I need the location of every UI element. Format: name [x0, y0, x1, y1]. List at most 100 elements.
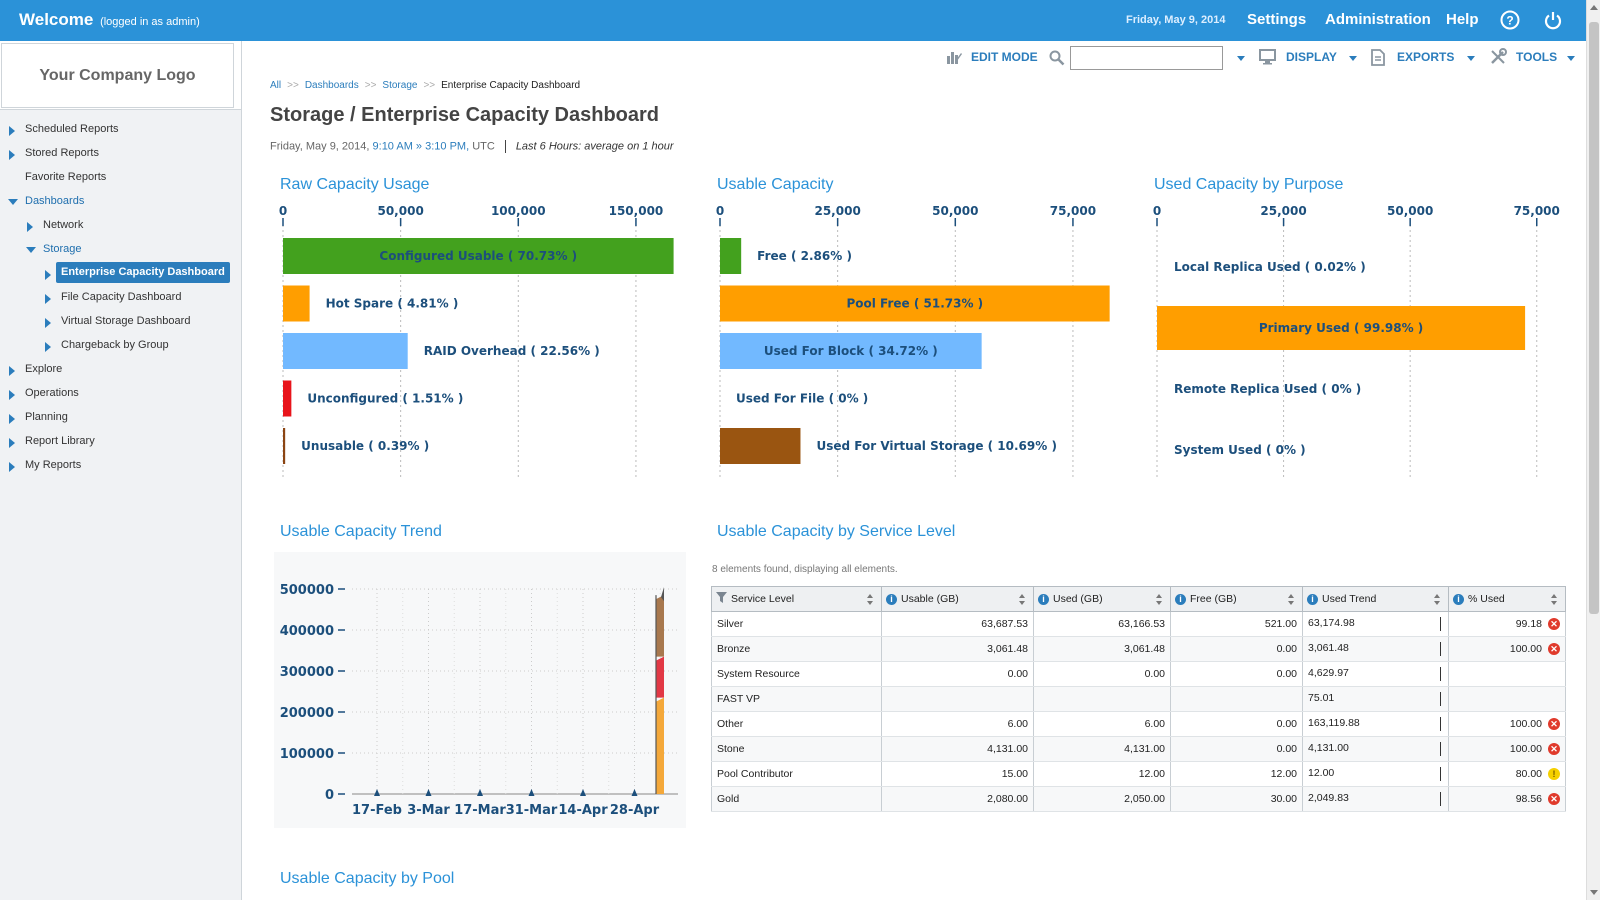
- col-used[interactable]: i Used (GB): [1033, 586, 1171, 612]
- sort-icon[interactable]: [1551, 594, 1557, 606]
- sort-icon[interactable]: [1019, 594, 1025, 606]
- tools-icon[interactable]: [1489, 48, 1507, 66]
- search-input[interactable]: [1070, 46, 1223, 70]
- display-icon[interactable]: [1259, 49, 1276, 65]
- sort-icon[interactable]: [867, 594, 873, 606]
- exports-icon[interactable]: [1370, 49, 1386, 66]
- col-usable[interactable]: i Usable (GB): [881, 586, 1034, 612]
- exports-menu[interactable]: EXPORTS: [1397, 50, 1455, 64]
- sidebar-item-favorite-reports[interactable]: Favorite Reports: [25, 171, 107, 183]
- trend-area-brown[interactable]: [656, 595, 664, 657]
- col-service-level[interactable]: Service Level: [711, 586, 882, 612]
- bar-label: Used For Block ( 34.72% ): [764, 344, 938, 358]
- tools-menu[interactable]: TOOLS: [1516, 50, 1558, 64]
- bar-label: System Used ( 0% ): [1174, 443, 1306, 457]
- edit-mode-icon[interactable]: [945, 48, 963, 66]
- tools-dropdown-caret-icon[interactable]: [1567, 56, 1575, 61]
- display-dropdown-caret-icon[interactable]: [1349, 56, 1357, 61]
- table-row[interactable]: Other 6.00 6.00 0.00 163,119.88 100.00 ✕: [711, 711, 1566, 737]
- sidebar-item-storage[interactable]: Storage: [26, 243, 82, 255]
- info-icon[interactable]: i: [1453, 593, 1464, 605]
- critical-status-icon[interactable]: ✕: [1548, 743, 1560, 756]
- search-icon[interactable]: [1049, 50, 1065, 66]
- bar[interactable]: [720, 238, 742, 274]
- y-tick-label: 300000: [280, 665, 334, 680]
- sidebar-item-report-library[interactable]: Report Library: [9, 435, 95, 448]
- bar[interactable]: [720, 285, 1110, 322]
- bar[interactable]: [720, 428, 801, 464]
- vertical-scrollbar[interactable]: [1586, 0, 1600, 900]
- bar[interactable]: [283, 285, 310, 322]
- help-link[interactable]: Help: [1446, 11, 1479, 28]
- exports-dropdown-caret-icon[interactable]: [1467, 56, 1475, 61]
- cell-free: 0.00: [1170, 736, 1303, 762]
- critical-status-icon[interactable]: ✕: [1548, 718, 1560, 731]
- help-icon[interactable]: ?: [1500, 10, 1520, 30]
- table-row[interactable]: Bronze 3,061.48 3,061.48 0.00 3,061.48 100.00…: [711, 636, 1566, 662]
- cell-usable: 15.00: [881, 761, 1034, 787]
- filter-icon[interactable]: [716, 592, 727, 606]
- trend-area-orange[interactable]: [656, 697, 664, 794]
- triangle-right-icon: [9, 150, 15, 160]
- critical-status-icon[interactable]: ✕: [1548, 618, 1560, 631]
- bar[interactable]: [1157, 306, 1526, 350]
- time-range-link[interactable]: 9:10 AM » 3:10 PM,: [372, 140, 470, 153]
- logged-in-text: (logged in as admin): [100, 16, 200, 28]
- bar[interactable]: [283, 238, 674, 274]
- sort-icon[interactable]: [1288, 594, 1294, 606]
- sort-icon[interactable]: [1434, 594, 1440, 606]
- range-description[interactable]: Last 6 Hours: average on 1 hour: [515, 140, 674, 153]
- sort-icon[interactable]: [1156, 594, 1162, 606]
- display-menu[interactable]: DISPLAY: [1286, 50, 1337, 64]
- search-dropdown-caret-icon[interactable]: [1237, 56, 1245, 61]
- edit-mode-button[interactable]: EDIT MODE: [971, 50, 1038, 64]
- table-row[interactable]: Gold 2,080.00 2,050.00 30.00 2,049.83 98.56 ✕: [711, 786, 1566, 812]
- bar[interactable]: [283, 333, 408, 369]
- table-row[interactable]: Silver 63,687.53 63,166.53 521.00 63,174.98 9…: [711, 611, 1566, 637]
- cell-used: 12.00: [1033, 761, 1171, 787]
- info-icon[interactable]: i: [1175, 593, 1186, 605]
- critical-status-icon[interactable]: ✕: [1548, 793, 1560, 806]
- sidebar-item-virtual-storage-dashboard[interactable]: Virtual Storage Dashboard: [45, 315, 190, 328]
- cell-used: 3,061.48: [1033, 636, 1171, 662]
- x-tick-marker: [477, 789, 483, 796]
- info-icon[interactable]: i: [1307, 593, 1318, 605]
- sidebar-item-dashboards[interactable]: Dashboards: [8, 195, 84, 207]
- sidebar-item-planning[interactable]: Planning: [9, 411, 68, 424]
- sidebar-item-explore[interactable]: Explore: [9, 363, 62, 376]
- administration-link[interactable]: Administration: [1325, 11, 1431, 28]
- col-free[interactable]: i Free (GB): [1170, 586, 1303, 612]
- bar[interactable]: [720, 333, 982, 369]
- sidebar-item-file-capacity-dashboard[interactable]: File Capacity Dashboard: [45, 291, 181, 304]
- sidebar-item-scheduled-reports[interactable]: Scheduled Reports: [9, 123, 119, 136]
- info-icon[interactable]: i: [886, 593, 897, 605]
- warning-status-icon[interactable]: !: [1548, 768, 1560, 781]
- settings-link[interactable]: Settings: [1247, 11, 1307, 28]
- col-used-trend[interactable]: i Used Trend: [1302, 586, 1449, 612]
- sidebar-item-stored-reports[interactable]: Stored Reports: [9, 147, 99, 160]
- sidebar-item-network[interactable]: Network: [27, 219, 83, 232]
- tick-label: 0: [716, 204, 724, 218]
- bar[interactable]: [283, 380, 292, 417]
- sidebar-item-chargeback-by-group[interactable]: Chargeback by Group: [45, 339, 169, 352]
- sidebar-item-my-reports[interactable]: My Reports: [9, 459, 81, 472]
- sparkline: [1440, 692, 1441, 706]
- scrollbar-thumb[interactable]: [1589, 22, 1599, 614]
- table-row[interactable]: FAST VP 75.01: [711, 686, 1566, 712]
- breadcrumb-all[interactable]: All: [270, 80, 282, 91]
- table-row[interactable]: Stone 4,131.00 4,131.00 0.00 4,131.00 100.00 ✕: [711, 736, 1566, 762]
- sidebar-item-operations[interactable]: Operations: [9, 387, 79, 400]
- power-icon[interactable]: [1543, 10, 1563, 30]
- col-pct-used[interactable]: i% Used: [1448, 586, 1566, 612]
- table-row[interactable]: Pool Contributor 15.00 12.00 12.00 12.00 80.0…: [711, 761, 1566, 787]
- info-icon[interactable]: i: [1038, 593, 1049, 605]
- cell-usable: 0.00: [881, 661, 1034, 687]
- breadcrumb-storage[interactable]: Storage: [382, 80, 418, 91]
- cell-service-level: Silver: [711, 611, 882, 637]
- breadcrumb-dashboards[interactable]: Dashboards: [304, 80, 359, 91]
- trend-area-red[interactable]: [656, 656, 664, 698]
- sidebar-item-enterprise-capacity-dashboard[interactable]: Enterprise Capacity Dashboard: [45, 262, 230, 283]
- critical-status-icon[interactable]: ✕: [1548, 643, 1560, 656]
- bar[interactable]: [283, 428, 286, 464]
- table-row[interactable]: System Resource 0.00 0.00 0.00 4,629.97: [711, 661, 1566, 687]
